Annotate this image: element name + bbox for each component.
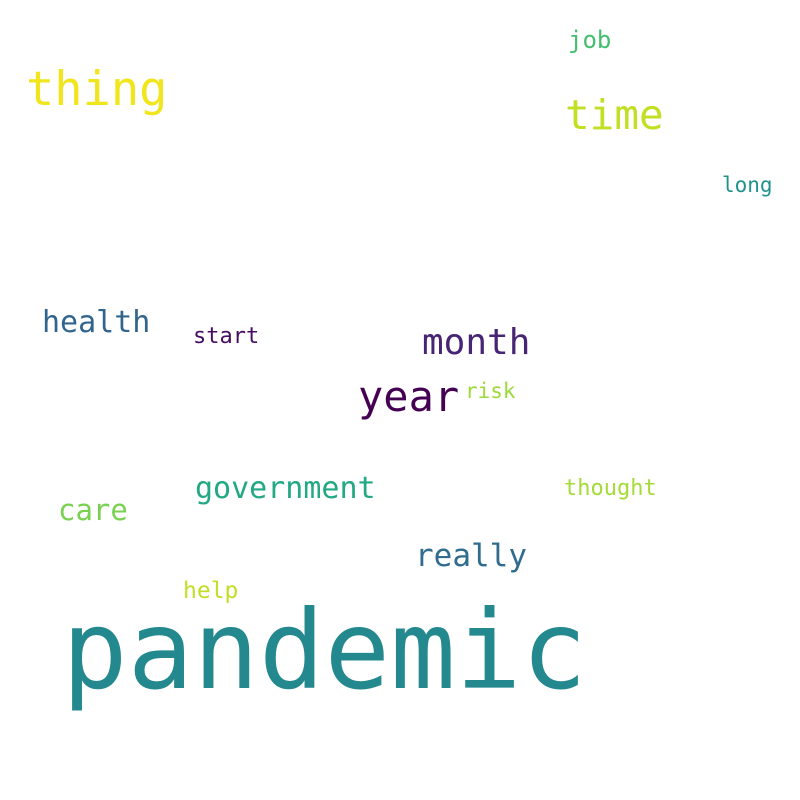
word-risk: risk [465,379,516,403]
word-pandemic: pandemic [62,587,587,714]
word-really: really [415,538,527,574]
word-year: year [358,372,460,421]
word-help: help [183,578,239,604]
word-month: month [422,322,531,363]
word-job: job [568,26,612,54]
word-government: government [195,471,376,506]
word-thought: thought [564,476,657,501]
word-thing: thing [26,62,168,117]
word-start: start [193,324,260,349]
word-care: care [58,493,128,527]
word-health: health [42,305,151,340]
word-time: time [565,91,664,139]
word-long: long [722,173,773,197]
